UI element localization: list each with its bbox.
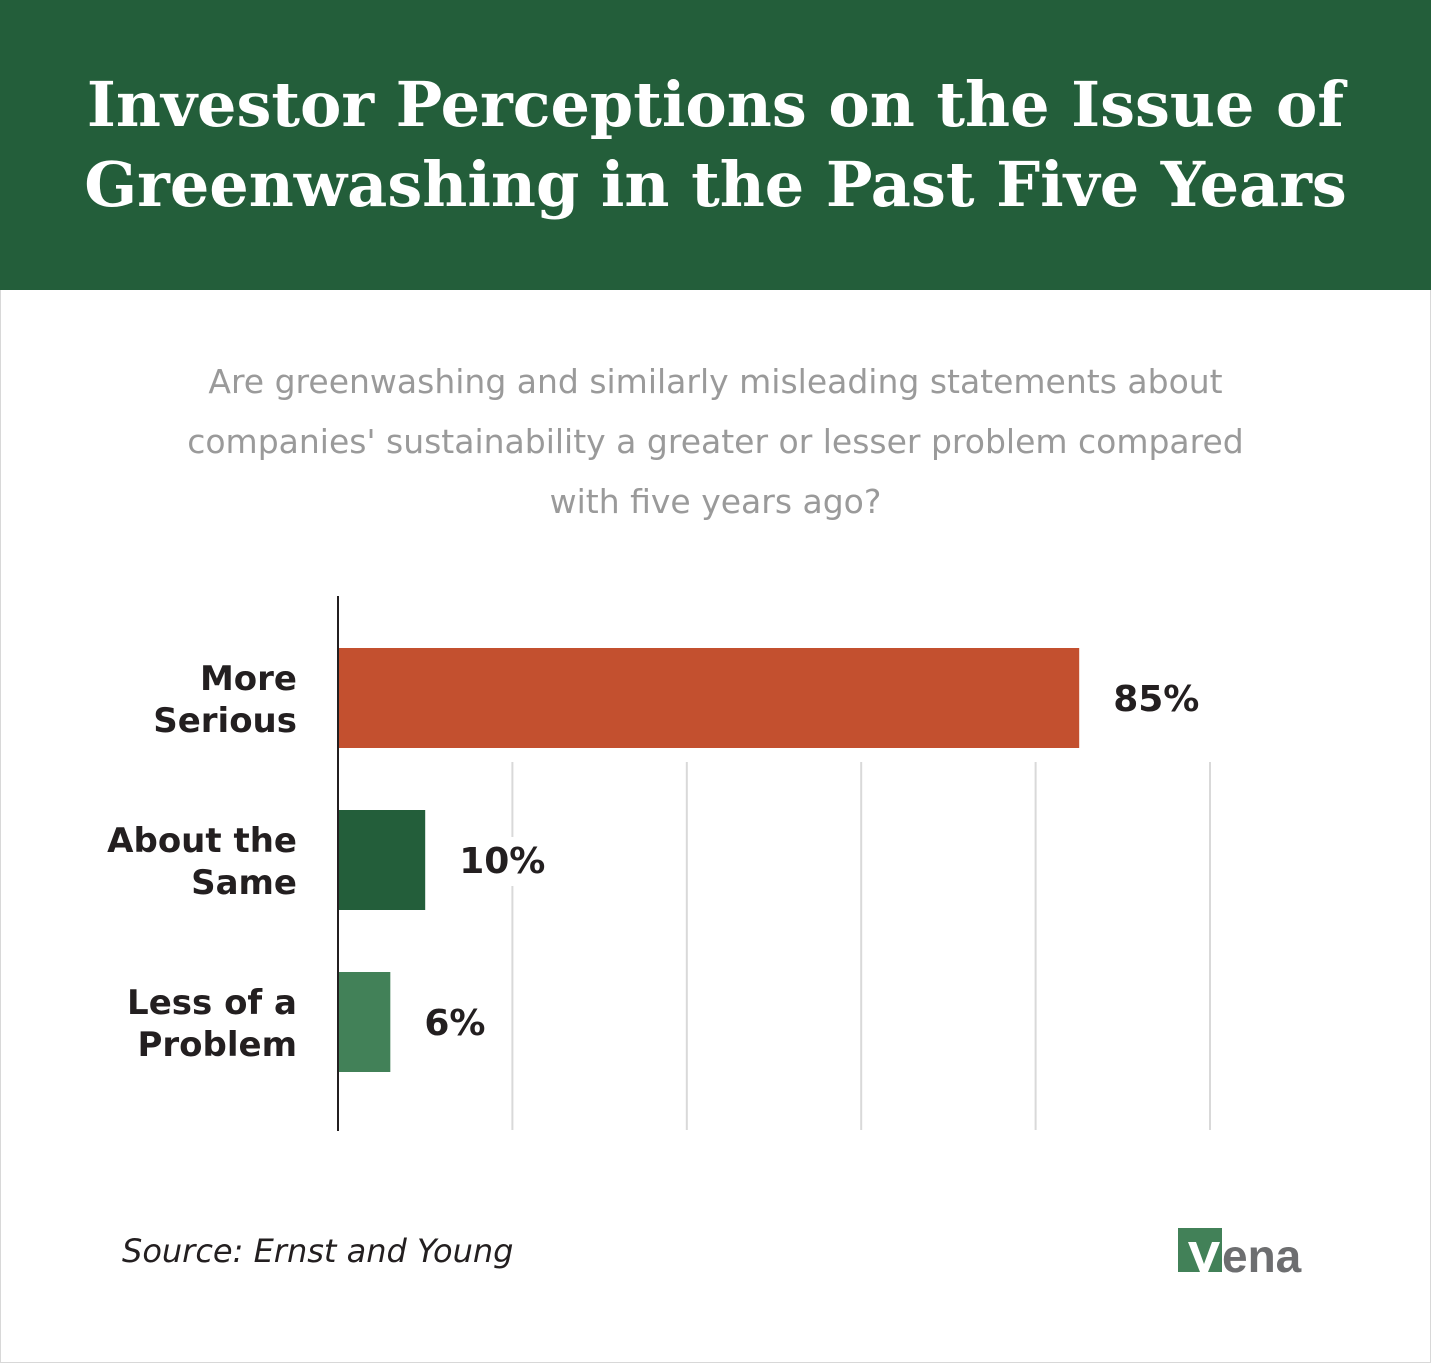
data-label-background <box>453 837 552 886</box>
category-label: About the <box>107 821 297 861</box>
data-label-background <box>1107 675 1206 724</box>
source-note: Source: Ernst and Young <box>122 1232 514 1270</box>
category-label: Same <box>191 863 297 903</box>
category-label: Less of a <box>127 983 297 1023</box>
svg-text:ena: ena <box>1222 1230 1302 1274</box>
bar <box>338 972 391 1072</box>
category-label: Problem <box>137 1025 297 1065</box>
category-label: Serious <box>153 701 297 741</box>
chart-subtitle: Are greenwashing and similarly misleadin… <box>187 362 1244 521</box>
chart-title: Investor Perceptions on the Issue of Gre… <box>84 68 1347 221</box>
header-banner: Investor Perceptions on the Issue of Gre… <box>0 0 1431 290</box>
data-label: 6% <box>424 1003 485 1044</box>
bar <box>338 648 1080 748</box>
category-label: More <box>200 659 297 699</box>
data-label: 10% <box>459 841 545 882</box>
data-label: 85% <box>1113 679 1199 720</box>
bar <box>338 810 426 910</box>
data-label-background <box>418 999 492 1048</box>
vena-logo: ena <box>1178 1228 1302 1274</box>
